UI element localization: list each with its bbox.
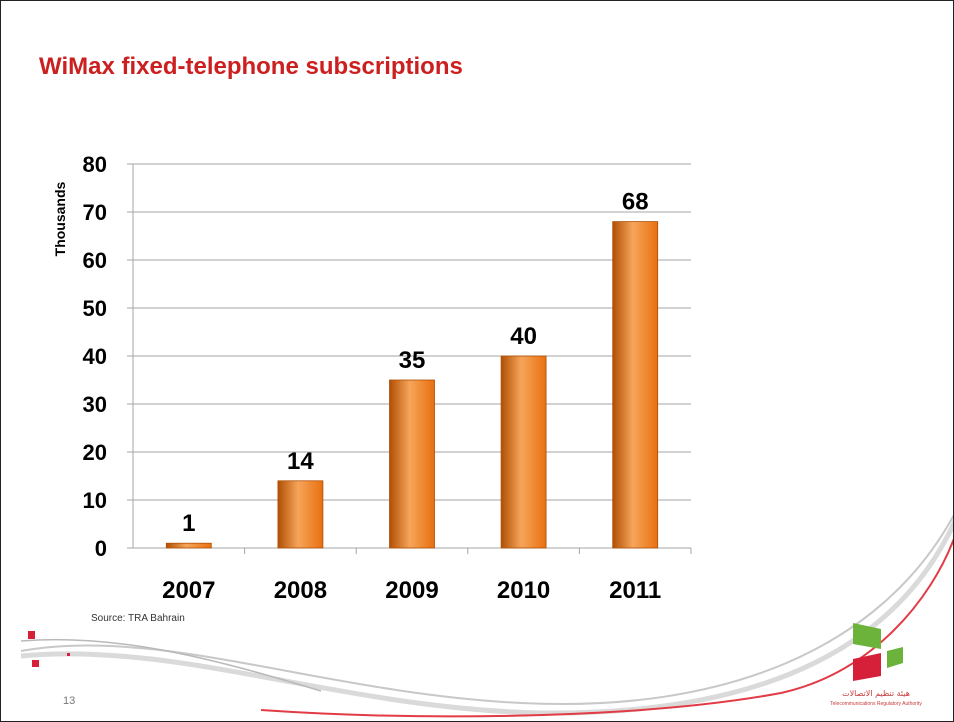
x-tick-label: 2011 [609, 577, 661, 604]
slide-title: WiMax fixed-telephone subscriptions [39, 53, 463, 80]
page-number: 13 [63, 695, 76, 707]
source-note: Source: TRA Bahrain [91, 613, 185, 624]
left-accent-square-top [28, 631, 35, 639]
logo-mark [853, 623, 903, 681]
left-accent-square-bottom [32, 660, 39, 667]
data-label: 68 [622, 189, 649, 216]
bar-2007 [165, 542, 212, 549]
y-tick-label: 50 [83, 296, 107, 321]
bar-2009 [389, 379, 435, 549]
y-tick-label: 40 [83, 344, 107, 369]
y-tick-label: 10 [83, 488, 107, 513]
x-tick-label: 2010 [497, 577, 550, 604]
x-tick-label: 2008 [274, 577, 327, 604]
y-tick-label: 70 [83, 200, 107, 225]
logo-text-english: Telecommunications Regulatory Authority [830, 701, 922, 707]
swoosh-gray-left [20, 638, 322, 692]
data-label: 14 [287, 448, 314, 475]
bar-2011 [612, 221, 659, 549]
y-tick-label: 30 [83, 392, 107, 417]
y-tick-label: 80 [83, 152, 107, 177]
left-accent-dot [67, 653, 70, 656]
y-tick-label: 20 [83, 440, 107, 465]
y-axis-title: Thousands [52, 181, 68, 256]
bar-2010 [500, 355, 547, 549]
data-label: 1 [182, 510, 195, 537]
data-label: 40 [510, 323, 537, 350]
swoosh-red [260, 538, 953, 718]
y-tick-label: 60 [83, 248, 107, 273]
logo-green-shape [853, 623, 881, 649]
logo-text-arabic: هيئة تنظيم الاتصالات [842, 689, 910, 698]
logo-red-shape [853, 653, 881, 681]
x-tick-label: 2007 [162, 577, 215, 604]
logo-green-small [887, 647, 903, 668]
y-tick-label: 0 [95, 536, 107, 561]
data-label: 35 [399, 347, 426, 374]
x-tick-label: 2009 [385, 577, 438, 604]
bar-2008 [277, 480, 324, 549]
